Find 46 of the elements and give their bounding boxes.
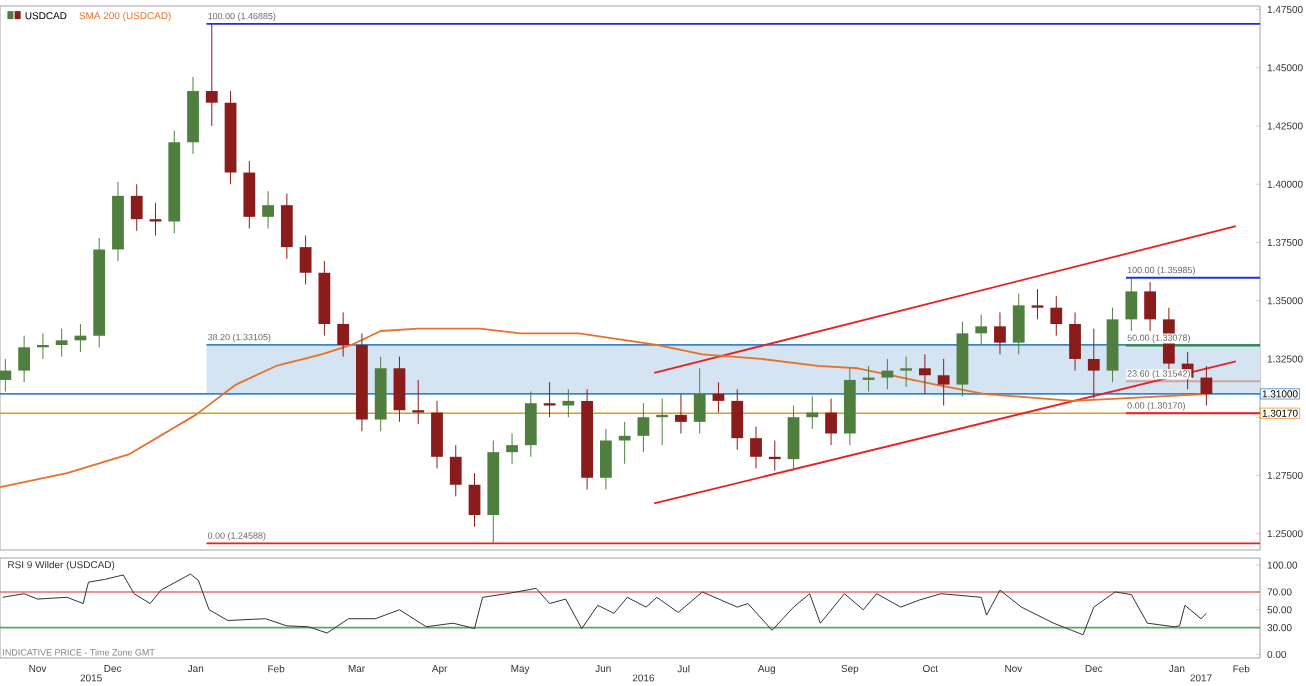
candlestick xyxy=(1031,288,1044,320)
candlestick xyxy=(675,393,687,435)
candlestick xyxy=(919,353,931,395)
candlestick xyxy=(18,335,31,383)
line-series xyxy=(0,327,1210,488)
candlestick xyxy=(975,314,988,346)
candlestick xyxy=(731,388,744,451)
candlestick xyxy=(787,405,800,472)
candlestick xyxy=(750,426,762,469)
candlestick xyxy=(994,311,1006,355)
candlestick xyxy=(299,234,312,285)
candlestick xyxy=(449,444,462,497)
candlestick xyxy=(412,379,425,425)
candlestick xyxy=(1012,293,1025,355)
candlestick xyxy=(1200,365,1213,407)
candlestick xyxy=(1069,311,1081,372)
candlestick xyxy=(243,160,256,229)
candlestick xyxy=(1125,277,1138,332)
candlestick xyxy=(1144,281,1156,332)
candlestick xyxy=(506,433,518,465)
candlestick xyxy=(881,358,894,390)
candlestick xyxy=(712,381,725,414)
candlestick xyxy=(149,202,162,236)
candlestick xyxy=(693,367,706,435)
candlestick xyxy=(280,193,293,260)
candlestick xyxy=(262,190,274,229)
candlestick xyxy=(637,402,650,453)
candlestick xyxy=(900,356,913,388)
candlestick xyxy=(0,358,12,393)
line-series xyxy=(2,573,1207,636)
candlestick xyxy=(1050,295,1063,337)
candlestick xyxy=(937,358,950,407)
candlestick xyxy=(205,23,218,127)
candlestick xyxy=(393,356,406,423)
candlestick xyxy=(55,328,68,358)
candlestick xyxy=(825,398,837,446)
candlestick xyxy=(543,381,556,418)
candlestick xyxy=(562,388,575,418)
candlestick xyxy=(524,391,537,458)
candlestick xyxy=(130,183,143,232)
candlestick xyxy=(1087,328,1100,400)
candlestick xyxy=(599,428,612,490)
candlestick xyxy=(618,421,631,465)
candlestick xyxy=(468,472,481,528)
candlestick xyxy=(337,311,350,358)
candlestick xyxy=(431,400,443,469)
